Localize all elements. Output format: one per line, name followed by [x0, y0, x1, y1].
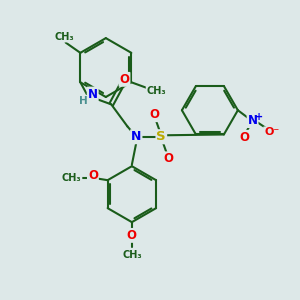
Text: O: O — [149, 108, 160, 121]
Text: CH₃: CH₃ — [54, 32, 74, 42]
Text: O: O — [239, 131, 249, 144]
Text: +: + — [255, 112, 263, 122]
Text: O: O — [88, 169, 98, 182]
Text: O: O — [127, 229, 137, 242]
Text: O: O — [163, 152, 173, 165]
Text: CH₃: CH₃ — [146, 86, 166, 96]
Text: O: O — [119, 73, 130, 86]
Text: N: N — [248, 114, 258, 127]
Text: S: S — [157, 130, 166, 143]
Text: N: N — [88, 88, 98, 100]
Text: H: H — [80, 96, 88, 106]
Text: O⁻: O⁻ — [264, 127, 279, 137]
Text: N: N — [131, 130, 142, 143]
Text: CH₃: CH₃ — [62, 173, 82, 183]
Text: CH₃: CH₃ — [122, 250, 142, 260]
